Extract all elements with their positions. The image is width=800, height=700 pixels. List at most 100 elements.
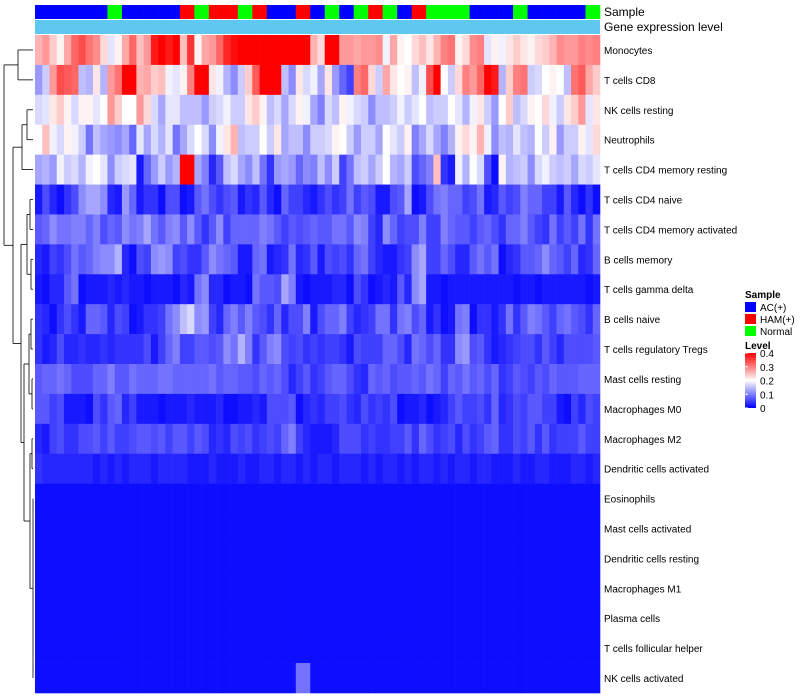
level-legend-title: Level (745, 341, 771, 352)
heatmap-cell (121, 64, 130, 96)
heatmap-cell (129, 184, 137, 215)
heatmap-cell (549, 184, 557, 215)
heatmap-cell (129, 573, 137, 604)
heatmap-cell (440, 274, 449, 305)
heatmap-cell (491, 393, 499, 425)
heatmap-cell (136, 423, 144, 455)
heatmap-cell (223, 35, 231, 66)
heatmap-cell (520, 304, 528, 335)
heatmap-cell (237, 124, 246, 155)
heatmap-cell (585, 603, 594, 634)
heatmap-cell (440, 94, 449, 126)
heatmap-cell (389, 483, 398, 514)
heatmap-cell (476, 663, 485, 694)
heatmap-cell (578, 393, 586, 425)
heatmap-cell (447, 214, 456, 245)
heatmap-cell (382, 334, 391, 365)
heatmap-cell (331, 94, 340, 126)
heatmap-cell (143, 633, 152, 664)
heatmap-cell (447, 154, 456, 185)
heatmap-cell (252, 94, 260, 126)
heatmap-cell (223, 633, 231, 664)
heatmap-cell (259, 244, 268, 275)
heatmap-cell (353, 244, 362, 275)
heatmap-cell (266, 274, 275, 305)
heatmap-cell (114, 274, 123, 305)
heatmap-cell (216, 423, 224, 455)
heatmap-cell (201, 633, 210, 664)
heatmap-cell (71, 334, 79, 365)
heatmap-cell (462, 393, 470, 425)
heatmap-cell (484, 513, 492, 544)
heatmap-cell (534, 214, 543, 245)
heatmap-cell (49, 364, 58, 395)
heatmap-cell (100, 214, 108, 245)
heatmap-cell (382, 244, 391, 275)
heatmap-cell (534, 334, 543, 365)
heatmap-cell (346, 214, 355, 245)
heatmap-cell (440, 453, 449, 484)
heatmap-cell (331, 603, 340, 634)
heatmap-cell (56, 663, 65, 694)
heatmap-cell (71, 184, 79, 215)
heatmap-cell (114, 423, 123, 455)
heatmap-cell (303, 633, 311, 664)
heatmap-cell (491, 274, 499, 305)
heatmap-cell (484, 184, 492, 215)
heatmap-cell (259, 274, 268, 305)
heatmap-cell (542, 543, 550, 574)
heatmap-cell (223, 663, 231, 694)
heatmap-cell (397, 393, 405, 425)
heatmap-cell (469, 364, 478, 395)
row-label: T cells regulatory Tregs (604, 345, 708, 356)
heatmap-cell (150, 244, 159, 275)
heatmap-cell (71, 663, 79, 694)
heatmap-cell (571, 214, 579, 245)
heatmap-cell (368, 35, 376, 66)
heatmap-cell (353, 513, 362, 544)
heatmap-cell (455, 483, 463, 514)
heatmap-cell (114, 334, 123, 365)
heatmap-cell (571, 393, 579, 425)
heatmap-cell (505, 573, 514, 604)
heatmap-cell (498, 573, 507, 604)
heatmap-cell (426, 603, 434, 634)
heatmap-cell (360, 393, 369, 425)
heatmap-cell (121, 423, 130, 455)
heatmap-cell (469, 304, 478, 335)
heatmap-cell (447, 663, 456, 694)
heatmap-cell (346, 453, 355, 484)
heatmap-cell (158, 633, 166, 664)
heatmap-cell (245, 94, 253, 126)
heatmap-cell (556, 35, 565, 66)
heatmap-cell (208, 453, 217, 484)
heatmap-cell (549, 663, 557, 694)
heatmap-cell (194, 124, 202, 155)
heatmap-cell (476, 573, 485, 604)
heatmap-cell (563, 513, 572, 544)
heatmap-cell (375, 124, 383, 155)
heatmap-cell (187, 154, 195, 185)
heatmap-cell (513, 304, 521, 335)
heatmap-cell (78, 154, 87, 185)
heatmap-cell (549, 35, 557, 66)
heatmap-cell (476, 304, 485, 335)
heatmap-cell (56, 124, 65, 155)
heatmap-cell (281, 124, 289, 155)
heatmap-cell (49, 64, 58, 96)
heatmap-cell (78, 124, 87, 155)
heatmap-cell (281, 483, 289, 514)
heatmap-cell (346, 244, 355, 275)
heatmap-cell (360, 543, 369, 574)
heatmap-cell (426, 304, 434, 335)
heatmap-cell (520, 453, 528, 484)
heatmap-cell (288, 543, 297, 574)
heatmap-cell (491, 423, 499, 455)
heatmap-cell (324, 603, 333, 634)
heatmap-cell (85, 334, 94, 365)
heatmap-cell (187, 633, 195, 664)
heatmap-cell (245, 483, 253, 514)
heatmap-cell (585, 513, 594, 544)
heatmap-cell (317, 483, 326, 514)
heatmap-cell (92, 35, 101, 66)
